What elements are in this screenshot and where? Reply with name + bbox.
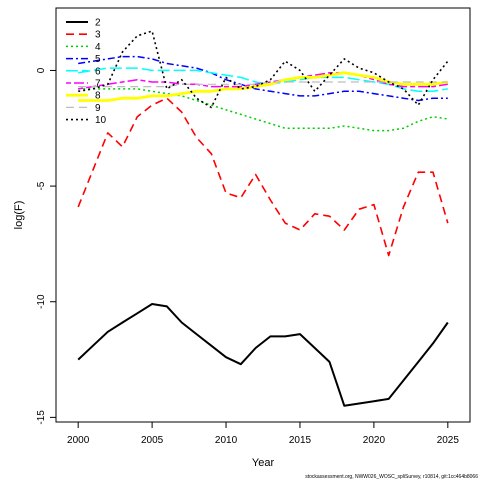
y-tick-label: -10 xyxy=(36,294,47,309)
legend-label-5: 5 xyxy=(95,54,101,65)
series-line-4 xyxy=(78,88,448,132)
y-tick-label: -5 xyxy=(36,181,47,190)
series-line-7 xyxy=(78,72,448,90)
footer-text: stockassessment.org, NWW026_WOSC_spliSur… xyxy=(305,474,478,480)
y-tick-label: -15 xyxy=(36,410,47,425)
series-line-3 xyxy=(77,97,449,257)
x-tick-label: 2025 xyxy=(437,435,460,446)
series-line-9 xyxy=(78,81,448,88)
series-layer xyxy=(77,30,449,407)
x-tick-label: 2015 xyxy=(289,435,312,446)
legend-label-10: 10 xyxy=(95,115,107,126)
series-line-10 xyxy=(78,30,449,109)
x-axis: 2000 2005 2010 2015 2020 2025 xyxy=(67,422,459,446)
series-line-8 xyxy=(78,71,449,102)
legend-label-8: 8 xyxy=(95,91,101,102)
y-axis-title: log(F) xyxy=(13,201,25,230)
x-axis-title: Year xyxy=(252,457,275,469)
legend-label-6: 6 xyxy=(95,66,101,77)
x-tick-label: 2020 xyxy=(363,435,386,446)
x-tick-label: 2005 xyxy=(141,435,164,446)
y-axis: -15 -10 -5 0 xyxy=(36,67,56,425)
plot-frame xyxy=(55,7,471,423)
legend-label-9: 9 xyxy=(95,103,101,114)
legend-label-4: 4 xyxy=(95,42,101,53)
x-tick-label: 2000 xyxy=(67,435,90,446)
series-line-2 xyxy=(77,303,449,407)
legend-label-7: 7 xyxy=(95,79,101,90)
legend-label-3: 3 xyxy=(95,30,101,41)
legend-label-2: 2 xyxy=(95,18,101,29)
x-tick-label: 2010 xyxy=(215,435,238,446)
series-line-5 xyxy=(78,55,448,102)
y-tick-label: 0 xyxy=(36,67,47,73)
